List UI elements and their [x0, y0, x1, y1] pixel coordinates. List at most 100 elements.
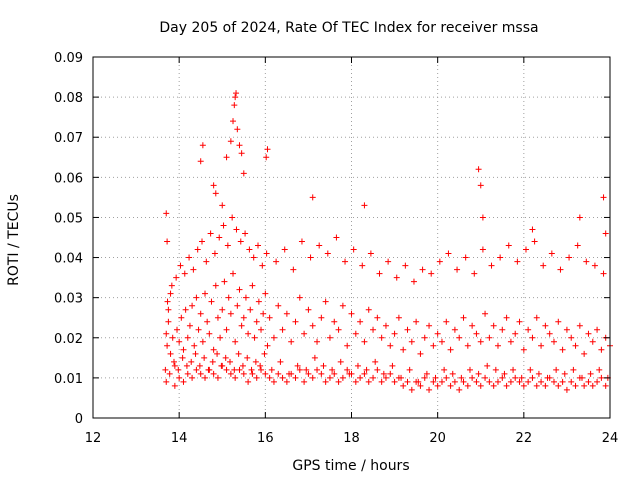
data-point	[503, 382, 510, 389]
data-point	[598, 374, 605, 381]
data-point	[230, 270, 237, 277]
data-point	[594, 378, 601, 385]
data-point	[337, 358, 344, 365]
data-point	[583, 258, 590, 265]
data-point	[410, 278, 417, 285]
data-point	[382, 322, 389, 329]
y-tick-label: 0.04	[54, 252, 83, 267]
data-point	[516, 318, 523, 325]
data-point	[473, 378, 480, 385]
data-point	[259, 262, 266, 269]
data-point	[221, 278, 228, 285]
data-point	[436, 258, 443, 265]
data-point	[318, 370, 325, 377]
data-point	[309, 322, 316, 329]
data-point	[516, 378, 523, 385]
data-point	[370, 374, 377, 381]
data-point	[581, 350, 588, 357]
data-point	[184, 334, 191, 341]
data-point	[210, 370, 217, 377]
data-point	[230, 118, 237, 125]
data-point	[374, 366, 381, 373]
data-point	[566, 254, 573, 261]
data-point	[568, 334, 575, 341]
data-point	[492, 366, 499, 373]
data-point	[365, 306, 372, 313]
data-point	[531, 238, 538, 245]
data-point	[352, 378, 359, 385]
data-point	[546, 330, 553, 337]
data-point	[233, 226, 240, 233]
data-point	[175, 366, 182, 373]
data-point	[329, 366, 336, 373]
data-point	[331, 370, 338, 377]
data-point	[385, 258, 392, 265]
data-point	[223, 326, 230, 333]
data-point	[163, 378, 170, 385]
data-point	[434, 382, 441, 389]
data-point	[576, 374, 583, 381]
data-point	[548, 250, 555, 257]
data-point	[164, 238, 171, 245]
data-point	[393, 274, 400, 281]
data-point	[441, 366, 448, 373]
data-point	[262, 290, 269, 297]
y-tick-label: 0.07	[54, 131, 83, 146]
x-tick-label: 22	[516, 431, 533, 446]
data-point	[180, 346, 187, 353]
data-point	[223, 366, 230, 373]
data-point	[173, 274, 180, 281]
data-point	[283, 310, 290, 317]
data-point	[244, 354, 251, 361]
data-point	[374, 314, 381, 321]
data-point	[260, 310, 267, 317]
data-point	[454, 266, 461, 273]
data-point	[602, 382, 609, 389]
data-point	[361, 370, 368, 377]
data-point	[456, 386, 463, 393]
data-point	[290, 266, 297, 273]
x-tick-label: 14	[171, 431, 188, 446]
data-point	[163, 330, 170, 337]
data-point	[550, 378, 557, 385]
data-point	[225, 294, 232, 301]
data-point	[471, 270, 478, 277]
axis-ticks	[92, 56, 611, 419]
data-point	[570, 366, 577, 373]
data-point	[572, 382, 579, 389]
data-point	[546, 374, 553, 381]
data-point	[208, 298, 215, 305]
y-tick-label: 0.01	[54, 372, 83, 387]
data-point	[490, 382, 497, 389]
data-point	[246, 246, 253, 253]
data-point	[538, 378, 545, 385]
data-point	[288, 338, 295, 345]
data-point	[417, 350, 424, 357]
data-point	[206, 330, 213, 337]
data-point	[533, 314, 540, 321]
data-point	[255, 298, 262, 305]
data-point	[253, 374, 260, 381]
data-point	[182, 306, 189, 313]
data-point	[443, 318, 450, 325]
data-point	[206, 366, 213, 373]
data-point	[261, 350, 268, 357]
data-point	[227, 138, 234, 145]
data-point	[242, 230, 249, 237]
y-tick-label: 0.08	[54, 91, 83, 106]
data-point	[460, 314, 467, 321]
data-point	[238, 322, 245, 329]
data-point	[522, 246, 529, 253]
data-point	[199, 142, 206, 149]
data-point	[219, 306, 226, 313]
data-point	[488, 262, 495, 269]
data-point	[209, 358, 216, 365]
data-point	[188, 358, 195, 365]
data-point	[434, 330, 441, 337]
data-point	[234, 302, 241, 309]
data-point	[249, 370, 256, 377]
data-point	[316, 242, 323, 249]
data-point	[426, 386, 433, 393]
data-point	[357, 374, 364, 381]
data-point	[263, 154, 270, 161]
